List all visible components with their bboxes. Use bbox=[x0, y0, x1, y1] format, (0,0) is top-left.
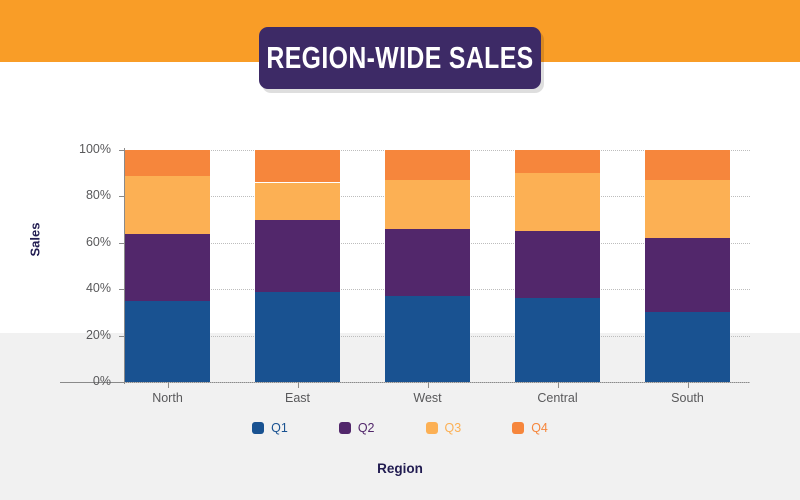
bar-stack[interactable] bbox=[385, 150, 470, 382]
x-tick-label-central: Central bbox=[537, 391, 578, 405]
x-tick-mark bbox=[167, 382, 169, 388]
y-tick-mark bbox=[119, 382, 125, 383]
y-tick-label: 20% bbox=[85, 327, 111, 342]
x-tick-label-west: West bbox=[413, 391, 442, 405]
bar-segment-q1[interactable] bbox=[385, 296, 470, 382]
plot-area bbox=[125, 150, 750, 383]
legend-swatch-q3 bbox=[425, 422, 438, 434]
y-tick-label: 0% bbox=[92, 374, 111, 388]
bar-stack[interactable] bbox=[645, 150, 730, 382]
bar-segment-q2[interactable] bbox=[385, 228, 470, 297]
bar-segment-q1[interactable] bbox=[645, 312, 730, 382]
y-tick-mark bbox=[119, 196, 125, 198]
y-tick-label: 60% bbox=[85, 234, 111, 249]
y-tick-label: 100% bbox=[79, 142, 111, 156]
bar-stack[interactable] bbox=[255, 150, 340, 382]
legend-label-q1: Q1 bbox=[271, 421, 288, 435]
legend-swatch-q4 bbox=[512, 422, 525, 434]
y-tick-mark bbox=[119, 289, 125, 291]
chart-title-plate: REGION-WIDE SALES bbox=[259, 27, 541, 89]
bar-segment-q3[interactable] bbox=[125, 175, 210, 234]
y-tick-mark bbox=[119, 335, 125, 337]
bar-segment-q3[interactable] bbox=[385, 180, 470, 229]
x-tick-label-south: South bbox=[671, 391, 704, 405]
x-axis-title: Region bbox=[377, 461, 423, 476]
bar-stack[interactable] bbox=[515, 150, 600, 382]
y-tick-mark bbox=[119, 242, 125, 244]
bar-segment-q4[interactable] bbox=[385, 150, 470, 181]
legend-label-q3: Q3 bbox=[444, 421, 462, 435]
chart-legend: Q1 Q2 Q3 Q4 bbox=[0, 421, 800, 435]
bar-segment-q4[interactable] bbox=[125, 150, 210, 176]
bar-segment-q4[interactable] bbox=[515, 150, 600, 174]
bar-segment-q3[interactable] bbox=[515, 173, 600, 232]
bar-segment-q1[interactable] bbox=[125, 300, 210, 382]
chart-title: REGION-WIDE SALES bbox=[266, 40, 534, 75]
legend-item-q4[interactable]: Q4 bbox=[512, 421, 548, 435]
bar-segment-q2[interactable] bbox=[255, 219, 340, 292]
y-tick-mark bbox=[119, 150, 125, 151]
bar-segment-q3[interactable] bbox=[645, 180, 730, 239]
bar-segment-q1[interactable] bbox=[255, 291, 340, 382]
y-axis-line bbox=[124, 148, 125, 384]
y-tick-label: 80% bbox=[85, 188, 111, 203]
y-axis-title: Sales bbox=[27, 222, 43, 257]
bar-segment-q4[interactable] bbox=[255, 150, 340, 183]
legend-label-q2: Q2 bbox=[357, 421, 375, 435]
gridline bbox=[125, 382, 750, 383]
bar-segment-q2[interactable] bbox=[515, 231, 600, 299]
legend-swatch-q2 bbox=[338, 422, 351, 434]
x-tick-label-east: East bbox=[284, 391, 310, 405]
x-tick-mark bbox=[557, 382, 559, 388]
bar-segment-q3[interactable] bbox=[255, 182, 340, 220]
legend-item-q1[interactable]: Q1 bbox=[252, 421, 288, 435]
legend-item-q3[interactable]: Q3 bbox=[425, 421, 462, 435]
x-tick-label-north: North bbox=[152, 391, 183, 405]
bar-segment-q2[interactable] bbox=[125, 233, 210, 301]
x-tick-mark bbox=[687, 382, 689, 388]
bar-segment-q1[interactable] bbox=[515, 298, 600, 382]
bar-segment-q2[interactable] bbox=[645, 238, 730, 313]
bar-stack[interactable] bbox=[125, 150, 210, 382]
legend-label-q4: Q4 bbox=[531, 421, 548, 435]
bar-segment-q4[interactable] bbox=[645, 150, 730, 181]
x-tick-mark bbox=[427, 382, 429, 388]
y-tick-label: 40% bbox=[85, 281, 111, 296]
legend-swatch-q1 bbox=[252, 422, 265, 434]
legend-item-q2[interactable]: Q2 bbox=[338, 421, 375, 435]
x-tick-mark bbox=[297, 382, 299, 388]
